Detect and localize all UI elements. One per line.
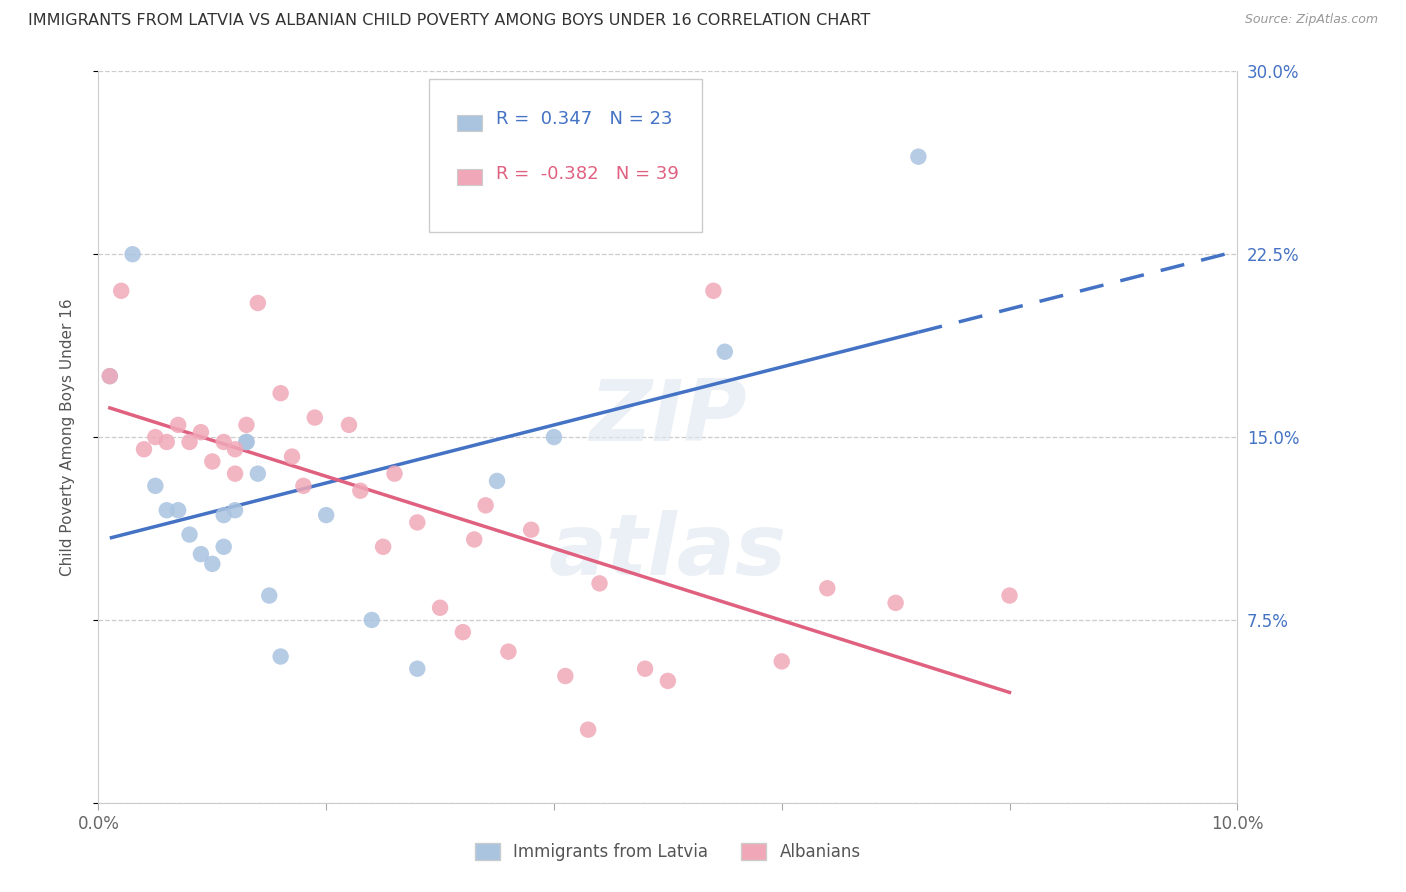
Point xyxy=(156,434,179,449)
Text: R =  0.347   N = 23: R = 0.347 N = 23 xyxy=(496,110,672,128)
Point xyxy=(406,662,429,676)
Point xyxy=(520,523,543,537)
Point xyxy=(98,369,121,384)
Y-axis label: Child Poverty Among Boys Under 16: Child Poverty Among Boys Under 16 xyxy=(60,298,75,576)
Point xyxy=(304,410,326,425)
Text: Source: ZipAtlas.com: Source: ZipAtlas.com xyxy=(1244,13,1378,27)
Point xyxy=(132,442,155,457)
Point xyxy=(373,540,395,554)
Text: R =  -0.382   N = 39: R = -0.382 N = 39 xyxy=(496,165,679,183)
Point xyxy=(406,516,429,530)
Point xyxy=(634,662,657,676)
Point xyxy=(212,508,235,522)
Point xyxy=(246,467,269,481)
Point xyxy=(884,596,907,610)
Point xyxy=(224,467,246,481)
Point xyxy=(179,434,201,449)
Point xyxy=(576,723,599,737)
Point xyxy=(201,557,224,571)
Point xyxy=(201,454,224,468)
Point xyxy=(702,284,724,298)
Point xyxy=(224,442,246,457)
Point xyxy=(315,508,337,522)
Point xyxy=(474,499,496,513)
Point xyxy=(498,645,520,659)
Point xyxy=(360,613,382,627)
Point xyxy=(384,467,406,481)
Point xyxy=(179,527,201,541)
Point xyxy=(281,450,304,464)
Point xyxy=(292,479,315,493)
Point xyxy=(349,483,371,498)
Point xyxy=(145,479,167,493)
FancyBboxPatch shape xyxy=(429,78,702,232)
Point xyxy=(224,503,246,517)
Point xyxy=(235,417,257,432)
FancyBboxPatch shape xyxy=(457,169,482,186)
Point xyxy=(110,284,132,298)
Point xyxy=(167,503,190,517)
Point xyxy=(657,673,679,688)
FancyBboxPatch shape xyxy=(457,114,482,130)
Point xyxy=(998,589,1021,603)
Text: atlas: atlas xyxy=(548,510,787,593)
Point xyxy=(98,369,121,384)
Point xyxy=(145,430,167,444)
Point xyxy=(270,386,292,401)
Point xyxy=(451,625,474,640)
Point xyxy=(543,430,565,444)
Point xyxy=(486,474,509,488)
Legend: Immigrants from Latvia, Albanians: Immigrants from Latvia, Albanians xyxy=(468,836,868,868)
Point xyxy=(429,600,451,615)
Point xyxy=(259,589,281,603)
Point xyxy=(190,547,212,561)
Point xyxy=(270,649,292,664)
Point xyxy=(463,533,485,547)
Point xyxy=(235,434,257,449)
Point xyxy=(246,296,269,310)
Point xyxy=(235,434,257,449)
Point xyxy=(554,669,576,683)
Point xyxy=(212,540,235,554)
Point xyxy=(212,434,235,449)
Point xyxy=(190,425,212,440)
Point xyxy=(156,503,179,517)
Point xyxy=(167,417,190,432)
Text: ZIP: ZIP xyxy=(589,376,747,459)
Point xyxy=(337,417,360,432)
Text: IMMIGRANTS FROM LATVIA VS ALBANIAN CHILD POVERTY AMONG BOYS UNDER 16 CORRELATION: IMMIGRANTS FROM LATVIA VS ALBANIAN CHILD… xyxy=(28,13,870,29)
Point xyxy=(907,150,929,164)
Point xyxy=(815,581,838,595)
Point xyxy=(770,654,793,668)
Point xyxy=(714,344,737,359)
Point xyxy=(588,576,610,591)
Point xyxy=(121,247,143,261)
